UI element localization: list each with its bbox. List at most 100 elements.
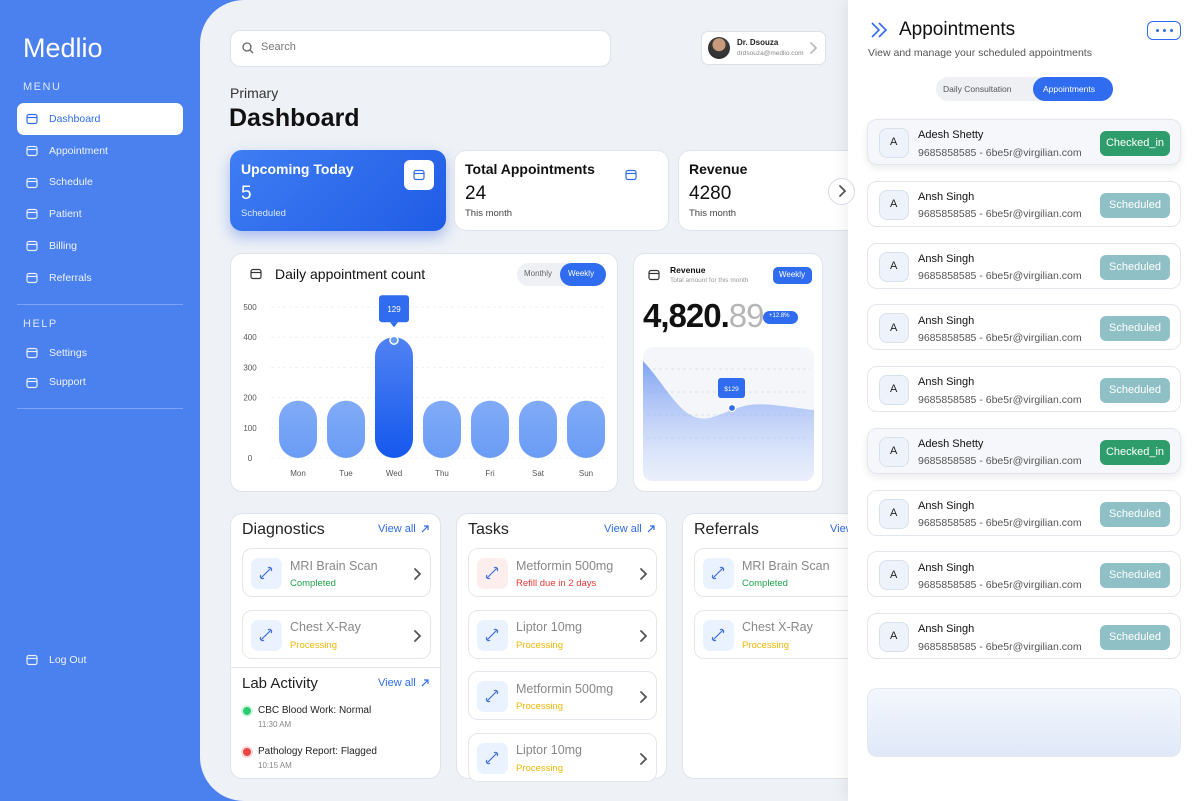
y-tick-label: 0 [248,454,253,463]
list-item[interactable]: Metformin 500mg Refill due in 2 days [468,548,657,597]
chevron-path [640,691,648,703]
status-badge[interactable]: Scheduled [1100,501,1170,527]
item-name: Chest X-Ray [290,620,361,634]
page-title: Dashboard [229,104,360,132]
revenue-toggle-text[interactable]: Weekly [779,270,806,280]
item-status: Processing [516,701,563,713]
card-divider [231,667,442,668]
more-dot [1169,29,1173,32]
list-item[interactable]: Chest X-Ray Processing [242,609,431,659]
stat-sub: This month [465,208,512,220]
icon-shape [413,169,425,181]
item-status: Completed [290,578,336,590]
status-badge[interactable]: Checked_in [1100,131,1170,156]
list-item[interactable]: Liptor 10mg Processing [468,609,657,659]
item-icon-glyph [259,628,273,641]
list-item[interactable]: Liptor 10mg Processing [468,732,657,782]
patient-name: Ansh Singh [918,314,975,327]
status-badge[interactable]: Scheduled [1100,563,1170,589]
help-item[interactable]: Support [49,376,86,389]
view-all-link[interactable]: View all [604,523,642,536]
avatar-initial: A [890,321,898,334]
view-all-link[interactable]: View all [378,523,416,536]
next-button[interactable] [828,178,855,205]
avatar-initial: A [890,630,898,643]
item-name: Liptor 10mg [516,620,583,634]
avatar-initial: A [890,259,898,272]
tab[interactable]: Daily Consultation [943,83,1012,94]
menu-item[interactable]: Appointment [49,144,108,157]
status-text: Scheduled [1109,260,1161,273]
status-dot [243,707,251,715]
toggle-option[interactable]: Weekly [568,269,595,279]
glyph [485,689,499,703]
logout-link[interactable]: Log Out [49,653,87,666]
appointment-item[interactable]: A Adesh Shetty 9685858585 - 6be5r@virgilia… [867,119,1181,165]
patient-contact: 9685858585 - 6be5r@virgilian.com [918,208,1082,221]
x-tick-label: Fri [485,469,495,478]
more-button[interactable] [1147,21,1181,40]
toggle-option[interactable]: Monthly [524,269,553,279]
avatar-initial: A [890,383,898,396]
user-card[interactable] [701,31,826,65]
status-text: Scheduled [1109,198,1161,211]
status-text: Scheduled [1109,384,1161,396]
avatar-initial: A [890,506,898,519]
area-dot [727,403,737,413]
tasks-card: Tasks View all Metformin 500mg Refill due i… [456,513,667,782]
status-text: Checked_in [1105,137,1165,149]
status-badge[interactable]: Scheduled [1100,316,1170,342]
menu-item[interactable]: Dashboard [49,112,101,125]
appointment-item[interactable]: A Ansh Singh 9685858585 - 6be5r@virgilian.… [867,304,1181,351]
menu-item[interactable]: Billing [49,239,78,252]
x-tick-label: Wed [386,469,402,478]
area-tooltip [718,378,745,398]
toggle-active [560,263,606,286]
help-icon [26,347,38,359]
chevron-path [640,629,648,642]
appointment-item[interactable]: A Ansh Singh 9685858585 - 6be5r@virgilian.… [867,242,1181,289]
status-badge[interactable]: Scheduled [1100,378,1170,403]
tab[interactable]: Appointments [1043,83,1095,94]
icon-shape [26,177,38,188]
list-item[interactable]: Metformin 500mg Processing [468,671,657,720]
icon-shape [26,241,38,252]
avatar [879,436,909,467]
more-dot [1155,29,1159,32]
status-badge[interactable]: Scheduled [1100,625,1170,650]
icon-shape [26,209,38,220]
list-item[interactable]: MRI Brain Scan Completed [242,548,431,597]
menu-item[interactable]: Schedule [49,176,93,189]
patient-name: Ansh Singh [918,191,975,204]
view-all-link[interactable]: View all [378,677,416,690]
search-box[interactable] [230,30,611,67]
appointment-item[interactable]: A Ansh Singh 9685858585 - 6be5r@virgilian.… [867,489,1181,536]
appointment-item[interactable]: A Ansh Singh 9685858585 - 6be5r@virgilian.… [867,613,1181,659]
bar [567,400,605,458]
icon-shape [26,377,38,388]
menu-icon [26,177,38,188]
status-badge[interactable]: Scheduled [1100,192,1170,218]
menu-item[interactable]: Patient [49,208,82,221]
arrow-path [647,525,655,533]
appointment-item[interactable]: A Ansh Singh 9685858585 - 6be5r@virgilian.… [867,366,1181,412]
help-item[interactable]: Settings [49,346,87,359]
status-badge[interactable]: Checked_in [1100,439,1170,465]
status-badge[interactable]: Scheduled [1100,254,1170,280]
menu-item[interactable]: Referrals [49,271,92,284]
avatar [879,128,909,158]
patient-contact: 9685858585 - 6be5r@virgilian.com [918,270,1082,283]
menu-icon [26,272,38,284]
appointment-item[interactable]: A Ansh Singh 9685858585 - 6be5r@virgilian.… [867,551,1181,598]
chevron-path [640,568,648,580]
item-name: MRI Brain Scan [742,558,830,573]
tooltip-arrow [390,322,398,328]
appointment-item[interactable]: A Ansh Singh 9685858585 - 6be5r@virgilian.… [867,180,1181,227]
avatar [879,313,909,344]
item-icon-glyph [259,566,273,580]
y-tick-label: 500 [243,303,257,312]
appointment-item[interactable]: A Adesh Shetty 9685858585 - 6be5r@virgilia… [867,427,1181,474]
arrow-icon [647,525,655,533]
stat-value: 5 [241,182,252,204]
item-icon [477,681,508,712]
